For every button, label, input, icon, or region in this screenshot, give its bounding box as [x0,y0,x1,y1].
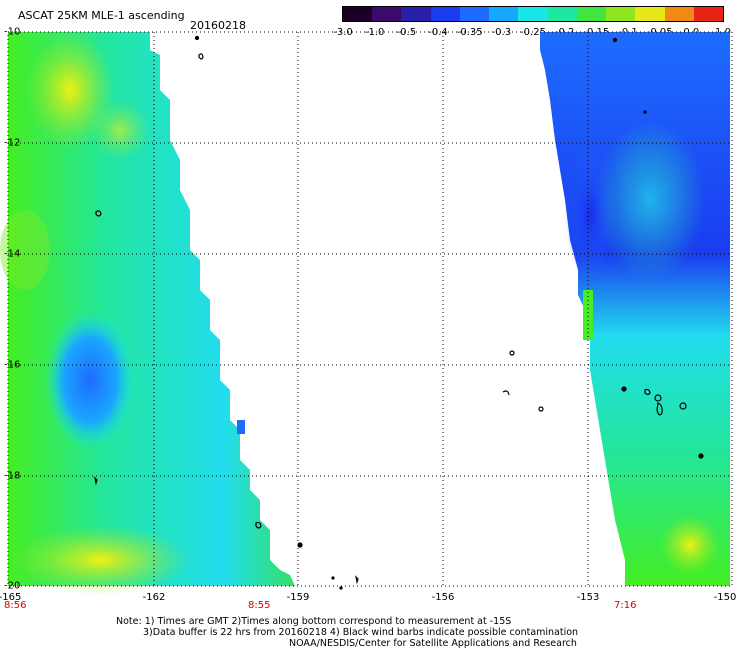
lat-tick: -16 [4,359,21,371]
colorbar-swatch [401,7,432,21]
colorbar-swatch [343,7,373,21]
colorbar-swatch [489,7,519,21]
colorbar-label: -0.35 [456,27,483,38]
colorbar-swatch [459,7,490,21]
colorbar-swatch [693,7,724,21]
lat-tick: -10 [4,26,21,38]
east-swath [540,32,730,586]
lon-tick: -150 [713,592,737,603]
lon-tick: -162 [142,592,166,603]
lon-tick: -165 [0,592,22,603]
colorbar [342,6,724,22]
footnote-line-3: NOAA/NESDIS/Center for Satellite Applica… [289,638,577,649]
lon-tick: -153 [576,592,600,603]
lat-lon-grid [8,32,732,586]
time-label: 7:16 [614,600,637,611]
lon-tick: -156 [431,592,455,603]
colorbar-swatch [430,7,461,21]
colorbar-swatch [576,7,607,21]
colorbar-label: -3.0 [333,27,353,38]
lat-tick: -18 [4,470,21,482]
lat-tick: -20 [4,580,21,592]
map-title: ASCAT 25KM MLE-1 ascending [18,9,185,22]
island-outlines [94,35,704,590]
colorbar-label: -0.4 [428,27,448,38]
west-swath [0,30,295,595]
lon-tick: -159 [286,592,310,603]
colorbar-swatch [635,7,666,21]
footnote-line-2: 3)Data buffer is 22 hrs from 20160218 4)… [143,627,579,638]
colorbar-swatch [664,7,695,21]
colorbar-label: -0.5 [396,27,417,38]
time-label: 8:56 [4,600,27,611]
footnote-line-1: Note: 1) Times are GMT 2)Times along bot… [116,616,512,627]
time-label: 8:55 [248,600,271,611]
colorbar-label: -1.0 [364,27,385,38]
map-date: 20160218 [190,19,246,32]
colorbar-swatch [547,7,578,21]
colorbar-swatch [518,7,549,21]
lat-tick: -12 [4,137,21,149]
lat-tick: -14 [4,248,21,260]
colorbar-swatch [372,7,402,21]
colorbar-swatch [606,7,636,21]
colorbar-label: -0.3 [491,27,512,38]
